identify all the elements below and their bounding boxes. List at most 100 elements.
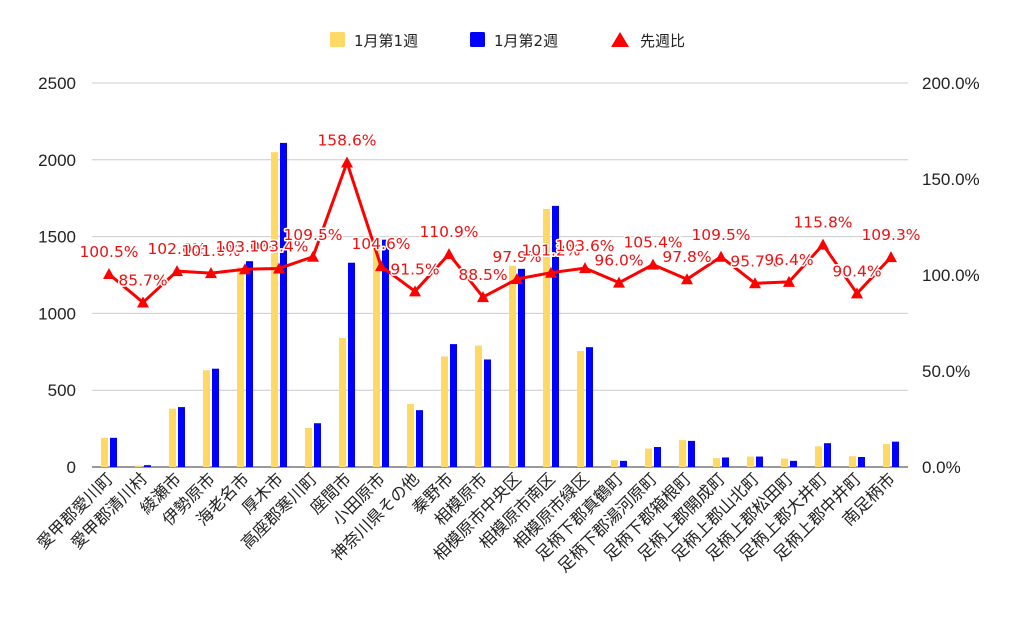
left-axis-tick-label: 1500 [38, 228, 76, 247]
ratio-data-label: 105.4% [623, 234, 682, 252]
ratio-data-label: 97.9% [492, 248, 541, 266]
bar-week1 [373, 248, 380, 467]
ratio-data-label: 97.8% [662, 248, 711, 266]
bar-week2 [484, 359, 491, 467]
bar-week1 [101, 437, 108, 467]
bar-week2 [790, 460, 797, 467]
legend-triangle-ratio [611, 32, 629, 47]
ratio-data-label: 103.6% [555, 237, 614, 255]
ratio-data-label: 100.5% [79, 243, 138, 261]
ratio-point [477, 291, 489, 303]
left-axis-tick-label: 500 [48, 381, 76, 400]
ratio-point [681, 273, 693, 285]
bar-week1 [305, 427, 312, 467]
bar-week2 [756, 456, 763, 467]
ratio-data-labels: 100.5%85.7%102.0%101.0%103.0%103.4%109.5… [78, 130, 922, 291]
right-axis-tick-label: 150.0% [922, 170, 980, 189]
ratio-point [851, 287, 863, 299]
bar-week2 [722, 457, 729, 467]
ratio-point [545, 266, 557, 278]
ratio-point [409, 285, 421, 297]
ratio-data-label: 85.7% [118, 271, 167, 289]
legend: 1月第1週 1月第2週 先週比 [330, 32, 685, 50]
legend-label-week2: 1月第2週 [494, 32, 558, 50]
ratio-point [647, 258, 659, 270]
ratio-point [239, 263, 251, 275]
legend-label-week1: 1月第1週 [354, 32, 418, 50]
bar-week2 [858, 457, 865, 467]
bar-week2 [280, 142, 287, 468]
bar-week2 [552, 205, 559, 467]
ratio-point [273, 262, 285, 274]
ratio-data-label: 102.0% [147, 240, 206, 258]
ratio-point [885, 251, 897, 263]
bar-week1 [747, 456, 754, 467]
ratio-data-label: 90.4% [832, 262, 881, 280]
ratio-data-label: 88.5% [458, 266, 507, 284]
bar-week2 [348, 262, 355, 467]
bar-week2 [212, 368, 219, 467]
ratio-data-label: 109.5% [691, 226, 750, 244]
left-axis-tick-label: 0 [67, 458, 76, 477]
ratio-point [579, 262, 591, 274]
bar-week2 [382, 239, 389, 467]
bar-week1 [203, 370, 210, 467]
legend-label-ratio: 先週比 [640, 32, 685, 50]
ratio-data-label: 110.9% [419, 223, 478, 241]
bar-week1 [135, 465, 142, 467]
right-axis-tick-label: 100.0% [922, 266, 980, 285]
bar-week2 [314, 423, 321, 467]
bar-week1 [237, 267, 244, 467]
bar-week1 [713, 458, 720, 467]
ratio-data-label: 95.7% [730, 252, 779, 270]
bar-week1 [543, 208, 550, 467]
bar-week1 [169, 408, 176, 467]
ratio-point [307, 250, 319, 262]
ratio-data-label: 115.8% [793, 214, 852, 232]
bar-week2 [892, 441, 899, 467]
bar-week2 [654, 447, 661, 467]
ratio-data-label: 104.6% [351, 235, 410, 253]
bar-week2 [416, 410, 423, 467]
ratio-point [205, 267, 217, 279]
ratio-data-label: 103.0% [215, 238, 274, 256]
bar-week1 [271, 152, 278, 467]
bar-week2 [688, 440, 695, 467]
bar-week2 [586, 347, 593, 467]
bar-week1 [883, 443, 890, 467]
ratio-data-label: 96.0% [594, 252, 643, 270]
ratio-data-label: 103.4% [249, 237, 308, 255]
bar-week2 [110, 437, 117, 467]
bar-week1 [815, 446, 822, 467]
ratio-point [817, 238, 829, 250]
ratio-data-label: 96.4% [764, 251, 813, 269]
ratio-data-label: 101.0% [181, 242, 240, 260]
bar-week1 [781, 458, 788, 467]
bar-week1 [849, 456, 856, 467]
bar-week1 [509, 265, 516, 467]
category-labels: 愛甲郡愛川町愛甲郡清川村綾瀬市伊勢原市海老名市厚木市高座郡寒川町座間市小田原市神… [33, 469, 898, 576]
bar-week1 [611, 460, 618, 467]
bar-week2 [824, 443, 831, 467]
bar-week1 [577, 351, 584, 467]
ratio-data-label: 158.6% [317, 131, 376, 149]
ratio-data-label: 101.2% [521, 242, 580, 260]
ratio-point [341, 156, 353, 168]
ratio-point [375, 260, 387, 272]
ratio-point [443, 248, 455, 260]
ratio-point [783, 275, 795, 287]
ratio-data-label: 109.3% [861, 226, 920, 244]
bar-week2 [620, 460, 627, 467]
ratio-data-label: 91.5% [390, 260, 439, 278]
ratio-point [171, 265, 183, 277]
right-axis-ticks: 0.0% 50.0% 100.0% 150.0% 200.0% [922, 74, 980, 477]
left-axis-ticks: 0 500 1000 1500 2000 2500 [38, 74, 76, 477]
right-axis-tick-label: 50.0% [922, 362, 970, 381]
bar-week1 [407, 404, 414, 467]
legend-swatch-week2 [470, 32, 485, 47]
ratio-data-label: 109.5% [283, 226, 342, 244]
left-axis-tick-label: 2000 [38, 151, 76, 170]
legend-swatch-week1 [330, 32, 345, 47]
ratio-line [103, 156, 897, 308]
